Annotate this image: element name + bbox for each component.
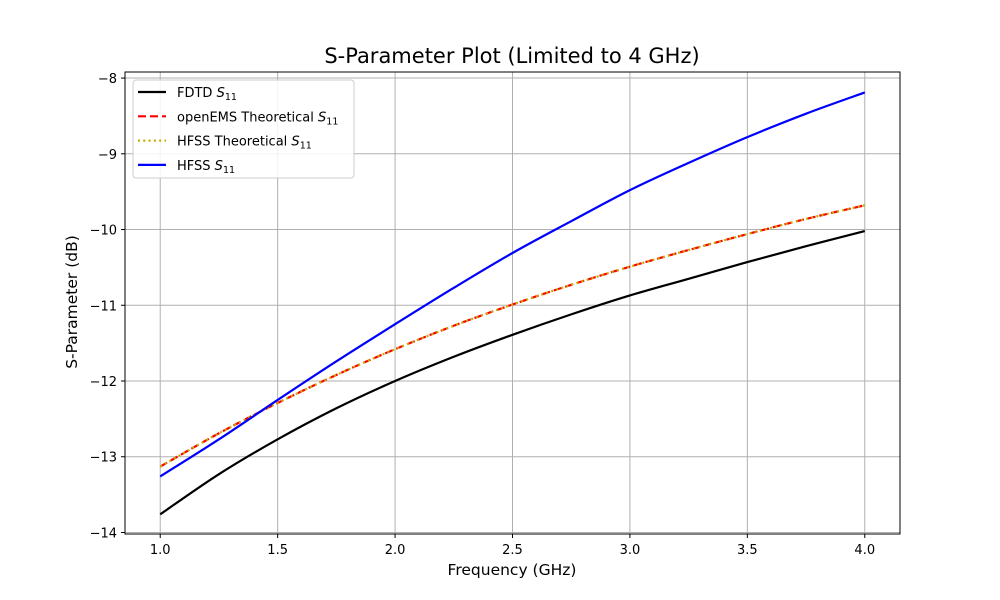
x-axis: 1.0 1.5 2.0 2.5 3.0 3.5 4.0 [150,534,875,558]
x-axis-label: Frequency (GHz) [448,561,577,579]
legend-label-hfss: HFSS S11 [177,159,235,176]
series-line-fdtd [159,229,866,516]
legend-label-fdtd: FDTD S11 [177,86,237,103]
legend-label-openems-theoretical: openEMS Theoretical S11 [177,110,338,127]
x-tick-label: 3.5 [737,543,758,558]
x-tick-label: 2.0 [385,543,406,558]
y-tick-label: −14 [90,526,117,541]
y-tick-label: −9 [98,148,117,163]
legend-label-hfss-theoretical: HFSS Theoretical S11 [177,135,312,152]
y-tick-label: −12 [90,375,117,390]
y-tick-label: −11 [90,299,117,314]
series-line-hfss [159,91,866,478]
y-tick-label: −8 [98,72,117,87]
series-layer [159,91,866,516]
y-tick-label: −13 [90,451,117,466]
x-tick-label: 3.0 [620,543,641,558]
y-axis: −14 −13 −12 −11 −10 −9 −8 [90,72,125,541]
x-tick-label: 2.5 [502,543,523,558]
x-tick-label: 4.0 [854,543,875,558]
x-tick-label: 1.0 [150,543,171,558]
chart-title: S-Parameter Plot (Limited to 4 GHz) [324,44,699,68]
y-axis-label: S-Parameter (dB) [63,235,81,369]
legend-frame [132,79,355,179]
legend: FDTD S11 openEMS Theoretical S11 HFSS Theo… [132,79,355,179]
x-tick-label: 1.5 [267,543,288,558]
y-tick-label: −10 [90,224,117,239]
